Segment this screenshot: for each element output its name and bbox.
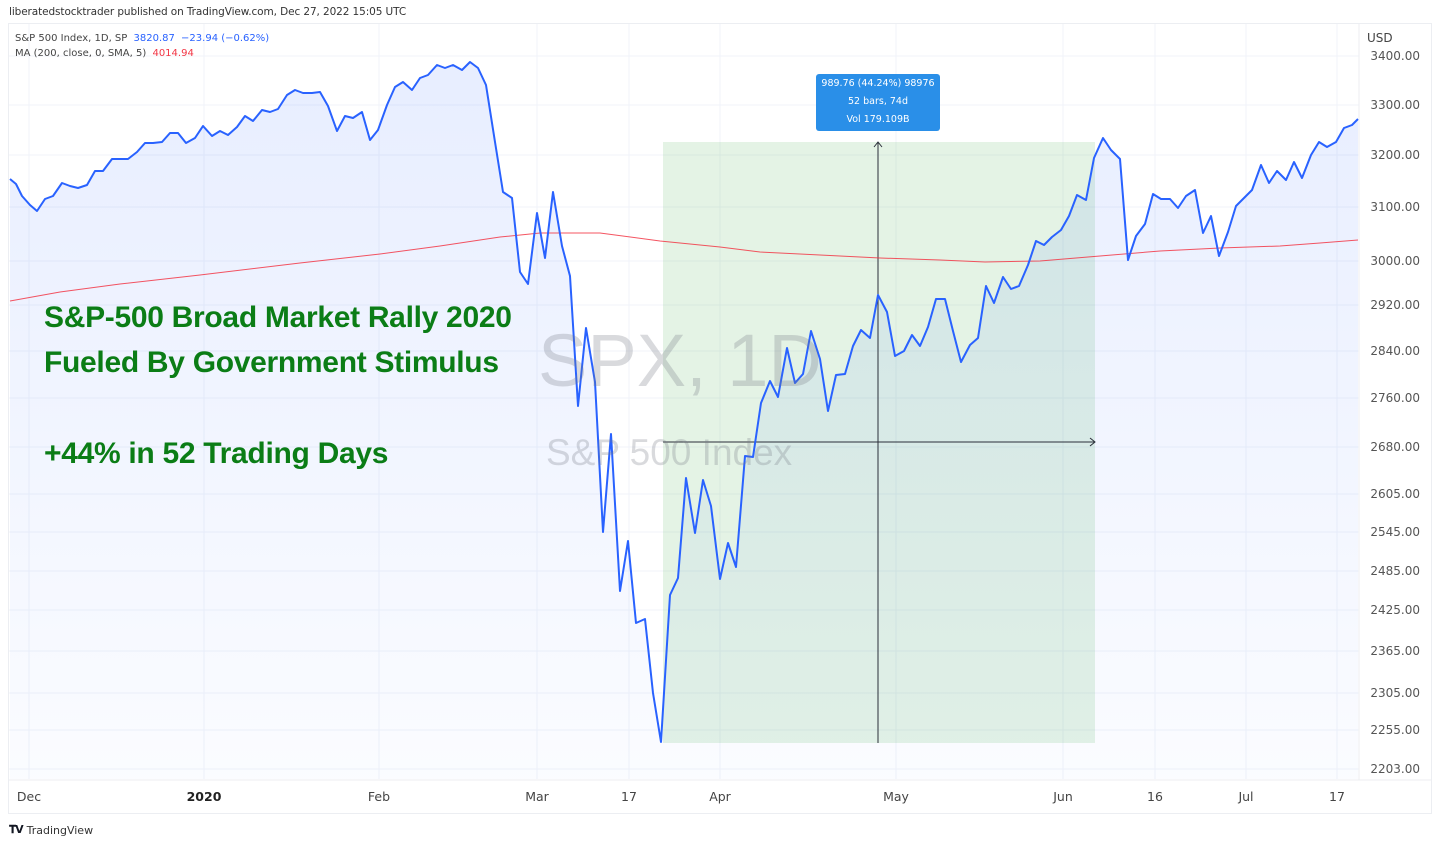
price-axis-label: 2425.00 [1370, 603, 1420, 617]
time-axis-label: Feb [367, 789, 391, 804]
measure-volume: Vol 179.109B [846, 114, 910, 125]
tradingview-logo-icon: 𝐓V [9, 823, 24, 836]
time-axis-label: May [883, 789, 909, 804]
annotation-line-3: +44% in 52 Trading Days [44, 437, 389, 470]
measure-bars: 52 bars, 74d [848, 96, 908, 107]
legend-series-last: 3820.87 [133, 33, 175, 44]
price-axis-label: 2840.00 [1370, 344, 1420, 358]
legend-series-row[interactable]: S&P 500 Index, 1D, SP 3820.87 −23.94 (−0… [15, 31, 272, 46]
time-axis-label: 2020 [186, 789, 222, 804]
price-axis-label: 2203.00 [1370, 762, 1420, 776]
ma-200-line [9, 232, 1359, 302]
time-axis-label: Dec [16, 789, 42, 804]
price-axis-label: 2605.00 [1370, 487, 1420, 501]
chart-frame [8, 23, 1432, 814]
tradingview-brand: TradingView [26, 823, 94, 837]
published-byline: liberatedstocktrader published on Tradin… [9, 6, 407, 18]
time-axis-label: Mar [525, 789, 549, 804]
price-axis-label: 2545.00 [1370, 525, 1420, 539]
price-axis-label: 2305.00 [1370, 686, 1420, 700]
legend-ma-row[interactable]: MA (200, close, 0, SMA, 5) 4014.94 [15, 46, 272, 61]
legend-ma-label: MA (200, close, 0, SMA, 5) [15, 48, 147, 59]
annotation-line-1: S&P-500 Broad Market Rally 2020 [44, 301, 512, 334]
time-axis-label: 17 [1329, 789, 1345, 804]
price-axis-label: 3300.00 [1370, 98, 1420, 112]
price-axis-label: 3100.00 [1370, 200, 1420, 214]
price-axis-label: 2485.00 [1370, 564, 1420, 578]
symbol-watermark: SPX, 1D [538, 319, 822, 402]
legend-series-label: S&P 500 Index, 1D, SP [15, 33, 128, 44]
time-axis-label: Jul [1238, 789, 1254, 804]
price-axis-label: 3000.00 [1370, 254, 1420, 268]
annotation-line-2: Fueled By Government Stimulus [44, 346, 499, 379]
time-axis-label: 16 [1147, 789, 1163, 804]
time-axis-label: 17 [621, 789, 637, 804]
time-axis-label: Apr [709, 789, 731, 804]
chart-legend: S&P 500 Index, 1D, SP 3820.87 −23.94 (−0… [15, 31, 272, 61]
price-axis-label: 3200.00 [1370, 148, 1420, 162]
price-axis-label: 2365.00 [1370, 644, 1420, 658]
price-line [9, 61, 1359, 743]
measure-arrows [663, 141, 1096, 743]
measure-tooltip: 989.76 (44.24%) 98976 52 bars, 74d Vol 1… [816, 74, 940, 131]
price-axis-label: 3400.00 [1370, 49, 1420, 63]
price-area-fill [10, 62, 1358, 779]
measure-change: 989.76 (44.24%) 98976 [821, 78, 935, 89]
price-axis-label: 2680.00 [1370, 440, 1420, 454]
time-axis-label: Jun [1053, 789, 1073, 804]
name-watermark: S&P 500 Index [546, 432, 793, 473]
currency-label[interactable]: USD [1367, 31, 1393, 45]
legend-ma-value: 4014.94 [152, 48, 194, 59]
tradingview-logo[interactable]: 𝐓V TradingView [9, 823, 93, 837]
price-axis-label: 2255.00 [1370, 723, 1420, 737]
price-axis-label: 2760.00 [1370, 391, 1420, 405]
price-axis-label: 2920.00 [1370, 298, 1420, 312]
legend-series-change: −23.94 (−0.62%) [181, 33, 270, 44]
